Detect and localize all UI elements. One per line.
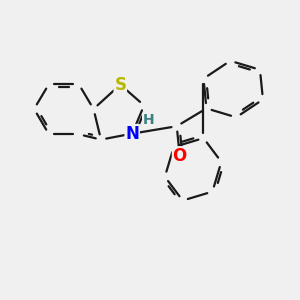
Text: H: H [143,113,154,127]
Text: O: O [172,147,187,165]
Text: N: N [125,125,139,143]
Text: S: S [114,76,126,94]
